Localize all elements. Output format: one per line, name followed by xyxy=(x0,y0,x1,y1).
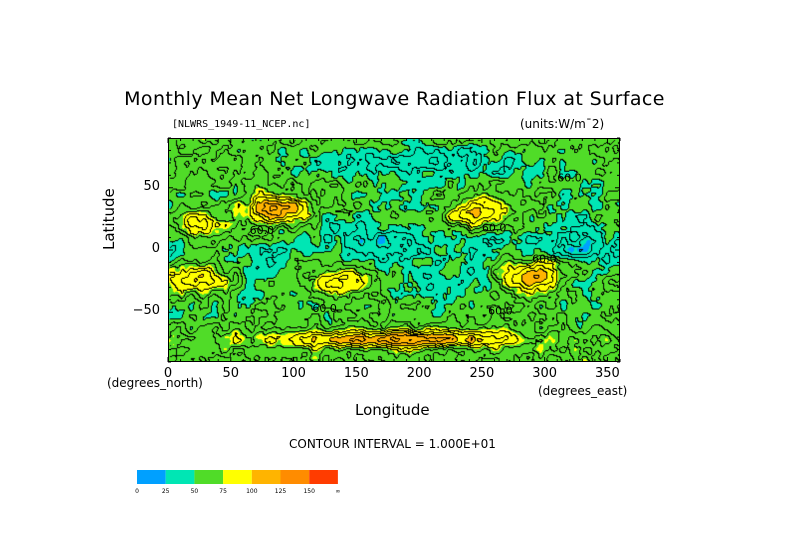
chart-title: Monthly Mean Net Longwave Radiation Flux… xyxy=(124,88,665,110)
y-units-label: (degrees_north) xyxy=(107,376,203,390)
file-label: [NLWRS_1949-11_NCEP.nc] xyxy=(172,119,311,130)
y-axis-label: Latitude xyxy=(100,188,118,250)
colorbar-swatch xyxy=(165,470,195,484)
x-tick-label: 250 xyxy=(469,366,495,381)
y-tick-label: 50 xyxy=(143,178,160,194)
colorbar-swatch xyxy=(251,470,281,484)
x-tick-label: 200 xyxy=(406,366,432,381)
colorbar xyxy=(137,470,338,484)
x-tick-label: 50 xyxy=(222,366,240,381)
colorbar-label: 75 xyxy=(219,488,227,495)
colorbar-label: 150 xyxy=(303,488,315,495)
colorbar-label: 125 xyxy=(274,488,287,495)
colorbar-label: 50 xyxy=(190,488,199,495)
colorbar-label: ∞ xyxy=(335,488,341,495)
y-tick-label: 0 xyxy=(151,241,160,256)
y-tick-label: −50 xyxy=(132,303,160,319)
x-tick-label: 350 xyxy=(595,366,620,381)
x-tick-label: 0 xyxy=(163,366,173,381)
x-tick-label: 100 xyxy=(281,366,306,381)
colorbar-swatch xyxy=(137,470,166,484)
colorbar-label: 100 xyxy=(246,488,258,495)
colorbar-swatch xyxy=(280,470,310,484)
colorbar-label: 0 xyxy=(135,488,139,495)
x-units-label: (degrees_east) xyxy=(538,384,628,398)
colorbar-swatch xyxy=(194,470,224,484)
x-tick-label: 150 xyxy=(343,366,369,381)
x-tick-label: 300 xyxy=(532,366,558,381)
units-label: (units:W/m¯2) xyxy=(520,117,605,131)
colorbar-swatch xyxy=(309,470,338,484)
colorbar-swatch xyxy=(223,470,252,484)
contour-interval-note: CONTOUR INTERVAL = 1.000E+01 xyxy=(289,437,496,451)
colorbar-label: 25 xyxy=(161,488,170,495)
x-axis-label: Longitude xyxy=(355,401,430,419)
heatmap-field xyxy=(168,138,620,362)
